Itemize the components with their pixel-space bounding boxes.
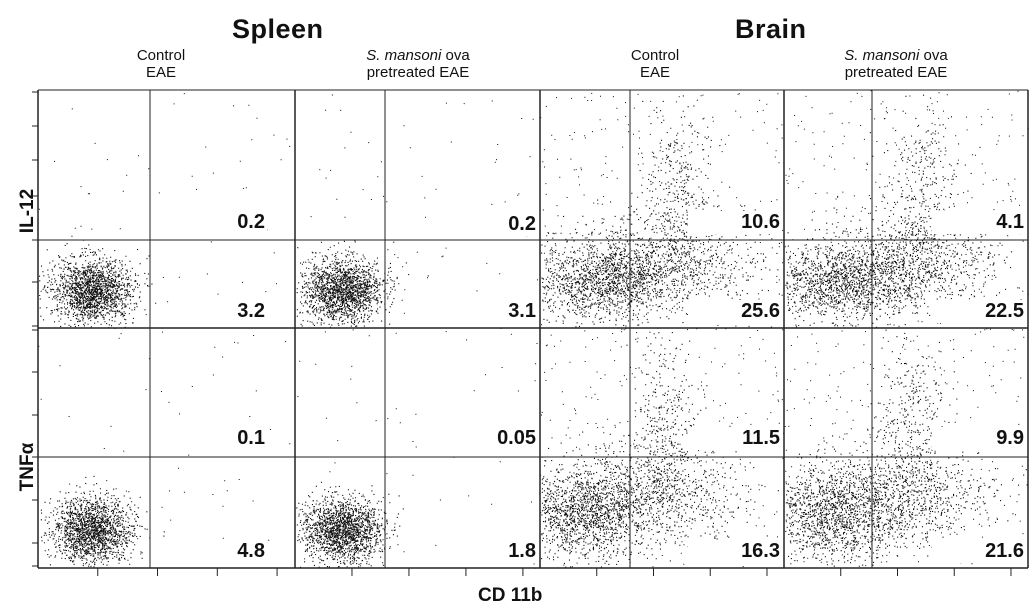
condition-line1: Control	[630, 47, 680, 64]
cell-population-dots	[296, 94, 538, 328]
cell-population-dots	[38, 331, 291, 568]
condition-line1: S. mansoni ova	[303, 47, 533, 64]
panel-6-lower-percent: 1.8	[444, 540, 538, 563]
panel-3-lower-percent: 25.6	[688, 300, 782, 323]
panel-8-lower-percent: 21.6	[932, 540, 1026, 563]
panel-3-upper-percent: 10.6	[688, 211, 782, 234]
panel-2-lower-percent: 3.1	[444, 300, 538, 323]
axis-ticks	[32, 91, 1012, 576]
cell-population-dots	[784, 328, 1029, 567]
panel-7-lower-percent: 16.3	[688, 540, 782, 563]
panel-1-upper-percent: 0.2	[173, 211, 267, 234]
species-name: S. mansoni	[844, 47, 920, 64]
panel-4-upper-percent: 4.1	[932, 211, 1026, 234]
condition-header-spleen-treated: S. mansoni ova pretreated EAE	[303, 47, 533, 81]
condition-line1: S. mansoni ova	[781, 47, 1011, 64]
cell-population-dots	[784, 90, 1029, 328]
panel-8-upper-percent: 9.9	[932, 427, 1026, 450]
species-name: S. mansoni	[366, 47, 442, 64]
x-axis-label: CD 11b	[478, 585, 543, 606]
cell-population-dots	[296, 328, 541, 569]
scatter-dots	[38, 90, 1029, 569]
condition-header-brain-control: Control EAE	[540, 47, 770, 81]
tissue-title-brain: Brain	[735, 14, 807, 44]
condition-line1-rest: ova	[919, 47, 948, 64]
condition-header-spleen-control: Control EAE	[46, 47, 276, 81]
panel-2-upper-percent: 0.2	[444, 213, 538, 236]
condition-line1-rest: ova	[441, 47, 470, 64]
tissue-title-spleen: Spleen	[232, 14, 324, 44]
panel-4-lower-percent: 22.5	[932, 300, 1026, 323]
condition-line2: EAE	[145, 64, 176, 81]
condition-header-brain-treated: S. mansoni ova pretreated EAE	[781, 47, 1011, 81]
cell-population-dots	[540, 328, 785, 568]
condition-line1: Control	[136, 47, 186, 64]
panel-5-upper-percent: 0.1	[173, 427, 267, 450]
grid-lines	[37, 89, 1029, 569]
panel-7-upper-percent: 11.5	[688, 427, 782, 450]
panel-5-lower-percent: 4.8	[173, 540, 267, 563]
condition-line2: pretreated EAE	[844, 64, 948, 81]
panel-1-lower-percent: 3.2	[173, 300, 267, 323]
condition-line2: EAE	[639, 64, 670, 81]
panel-6-upper-percent: 0.05	[444, 427, 538, 450]
condition-line2: pretreated EAE	[366, 64, 470, 81]
